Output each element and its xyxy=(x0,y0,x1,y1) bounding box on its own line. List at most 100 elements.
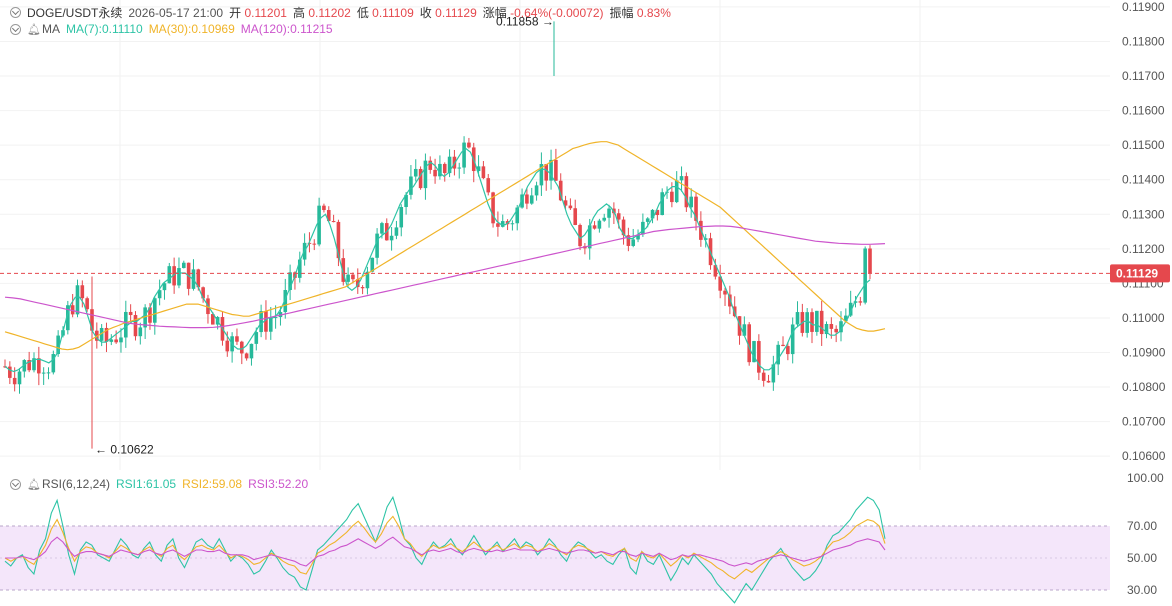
alert-bell-icon[interactable]: 🔔︎ xyxy=(27,23,41,36)
rsi3-value: RSI3:52.20 xyxy=(248,477,309,491)
candle xyxy=(442,162,447,182)
candle xyxy=(8,361,12,385)
candle xyxy=(766,374,771,383)
price-tick-label: 0.10600 xyxy=(1122,449,1166,463)
open-value: 0.11201 xyxy=(244,6,287,20)
price-tick-label: 0.11700 xyxy=(1122,69,1165,83)
candle xyxy=(186,262,191,296)
candle xyxy=(549,149,553,190)
candle xyxy=(201,286,205,303)
candle xyxy=(51,350,56,375)
price-tick-label: 0.11900 xyxy=(1122,0,1165,14)
rsi-series-line xyxy=(4,495,886,604)
candle xyxy=(114,330,118,344)
candle xyxy=(181,260,186,269)
ohlc-header: DOGE/USDT永续 2026-05-17 21:00 开 0.11201 高… xyxy=(10,4,671,21)
candle xyxy=(819,300,824,346)
candle xyxy=(718,264,722,299)
candle xyxy=(22,359,27,378)
candle xyxy=(568,198,573,210)
candle xyxy=(336,219,341,267)
candle xyxy=(389,226,394,251)
ma-legend: 🔔︎ MA MA(7):0.11110 MA(30):0.10969 MA(12… xyxy=(10,22,333,36)
price-tick-label: 0.11000 xyxy=(1122,311,1165,325)
candle xyxy=(694,192,698,231)
candle xyxy=(351,272,355,284)
candle xyxy=(244,352,249,361)
candle xyxy=(679,166,684,192)
ma-series-line xyxy=(4,147,871,373)
candle xyxy=(525,188,529,210)
candle xyxy=(273,305,278,329)
candle xyxy=(747,322,751,366)
change-value: -0.64%(-0.00072) xyxy=(510,6,604,20)
price-axis: 0.11900 0.11800 0.11700 0.11600 0.11500 0.114… xyxy=(0,0,1170,463)
rsi-label[interactable]: RSI(6,12,24) xyxy=(41,477,111,491)
candle xyxy=(37,346,41,386)
candle xyxy=(626,227,631,252)
candle xyxy=(467,137,471,149)
high-price-annotation: 0.11858 → xyxy=(496,14,554,28)
ma-label[interactable]: MA xyxy=(41,22,60,36)
candle xyxy=(143,304,147,340)
candle xyxy=(360,285,365,295)
candle xyxy=(810,308,814,344)
candle xyxy=(85,296,89,312)
candle xyxy=(858,296,863,306)
candle xyxy=(32,352,36,373)
candle xyxy=(235,328,239,345)
change-label: 涨幅 xyxy=(482,6,507,20)
candle xyxy=(447,149,452,178)
candle xyxy=(133,311,138,341)
candle xyxy=(486,173,491,196)
candle xyxy=(438,155,442,180)
candle xyxy=(322,203,326,213)
candle xyxy=(346,267,350,287)
candle xyxy=(297,251,302,283)
collapse-chevron-icon[interactable] xyxy=(10,23,21,35)
low-price-annotation: ← 0.10622 xyxy=(95,443,154,457)
candle xyxy=(365,266,370,295)
candle xyxy=(578,223,582,251)
candle xyxy=(206,294,210,324)
candle xyxy=(684,172,689,212)
candle xyxy=(786,342,790,361)
main-grid xyxy=(0,0,1110,470)
rsi-series-line xyxy=(5,536,886,567)
collapse-chevron-icon[interactable] xyxy=(10,478,21,490)
candle xyxy=(46,367,51,380)
candle xyxy=(742,316,747,336)
candle xyxy=(428,156,433,174)
price-tick-label: 0.11500 xyxy=(1122,138,1165,152)
candle xyxy=(268,307,273,340)
price-tick-label: 0.11200 xyxy=(1122,242,1165,256)
candles xyxy=(3,21,872,449)
candle xyxy=(868,245,872,280)
candle xyxy=(573,199,578,226)
rsi-legend: 🔔︎ RSI(6,12,24) RSI1:61.05 RSI2:59.08 RS… xyxy=(10,477,308,491)
candle xyxy=(418,166,423,190)
ma-series-line xyxy=(4,141,886,351)
price-tick-label: 0.10800 xyxy=(1122,380,1166,394)
price-tick-label: 0.10900 xyxy=(1122,346,1166,360)
annotations: 0.11858 → ← 0.10622 xyxy=(95,14,554,456)
candle xyxy=(689,188,694,218)
alert-bell-icon[interactable]: 🔔︎ xyxy=(27,478,41,491)
candle xyxy=(757,334,761,381)
candle xyxy=(394,220,399,240)
last-price-tag xyxy=(1110,264,1170,283)
candle xyxy=(172,257,176,294)
amplitude-value: 0.83% xyxy=(636,6,671,20)
candle xyxy=(539,152,544,196)
candle xyxy=(249,343,254,366)
symbol-name[interactable]: DOGE/USDT永续 xyxy=(27,6,123,20)
collapse-chevron-icon[interactable] xyxy=(10,7,21,18)
candle xyxy=(752,340,756,363)
candle xyxy=(660,188,665,216)
candle xyxy=(404,192,408,215)
candle xyxy=(191,259,196,291)
candle xyxy=(230,332,234,363)
candle xyxy=(534,181,539,201)
candle xyxy=(597,218,602,233)
